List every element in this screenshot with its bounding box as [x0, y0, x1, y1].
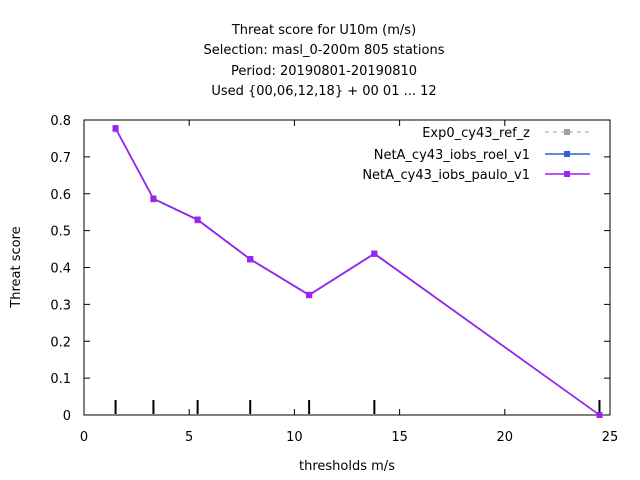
legend-label-2: NetA_cy43_iobs_roel_v1 [374, 148, 530, 163]
data-series [112, 125, 603, 418]
series-3-point [306, 292, 313, 299]
series-3-point [112, 125, 119, 132]
x-tick-label: 5 [185, 430, 193, 445]
series-3-point [247, 256, 254, 263]
title-line-1: Threat score for U10m (m/s) [231, 23, 416, 38]
threshold-markers [114, 400, 601, 414]
y-tick-label: 0.7 [50, 151, 71, 166]
plot-frame [83, 119, 611, 416]
x-tick-label: 10 [286, 430, 303, 445]
y-tick-label: 0.2 [50, 335, 71, 350]
chart-title: Threat score for U10m (m/s) Selection: m… [204, 23, 445, 99]
legend-label-3: NetA_cy43_iobs_paulo_v1 [362, 168, 530, 183]
legend: Exp0_cy43_ref_z NetA_cy43_iobs_roel_v1 Net… [362, 126, 590, 183]
title-line-3: Period: 20190801-20190810 [231, 64, 417, 79]
legend-label-1: Exp0_cy43_ref_z [422, 126, 530, 141]
y-tick-label: 0.1 [50, 372, 71, 387]
axes: 0 5 10 15 20 25 0 0.1 0.2 0.3 0.4 0.5 0.6 0.7 0.8 [50, 114, 618, 445]
x-tick-label: 25 [602, 430, 619, 445]
y-tick-label: 0.5 [50, 225, 71, 240]
y-tick-label: 0.6 [50, 188, 71, 203]
y-tick-label: 0 [63, 409, 71, 424]
x-axis-label: thresholds m/s [299, 459, 395, 474]
y-tick-label: 0.8 [50, 114, 71, 129]
x-tick-label: 20 [497, 430, 514, 445]
title-line-2: Selection: masl_0-200m 805 stations [204, 43, 445, 58]
legend-marker-2 [564, 151, 570, 157]
x-tick-label: 15 [391, 430, 408, 445]
title-line-4: Used {00,06,12,18} + 00 01 ... 12 [211, 84, 436, 99]
y-tick-label: 0.4 [50, 262, 71, 277]
y-axis-label: Threat score [9, 226, 24, 308]
series-3-point [150, 195, 157, 202]
series-3-point [596, 412, 603, 418]
legend-marker-1 [564, 129, 570, 135]
series-3-point [371, 250, 378, 257]
x-tick-label: 0 [80, 430, 88, 445]
series-3-point [194, 216, 201, 223]
y-tick-label: 0.3 [50, 298, 71, 313]
legend-marker-3 [564, 171, 570, 177]
